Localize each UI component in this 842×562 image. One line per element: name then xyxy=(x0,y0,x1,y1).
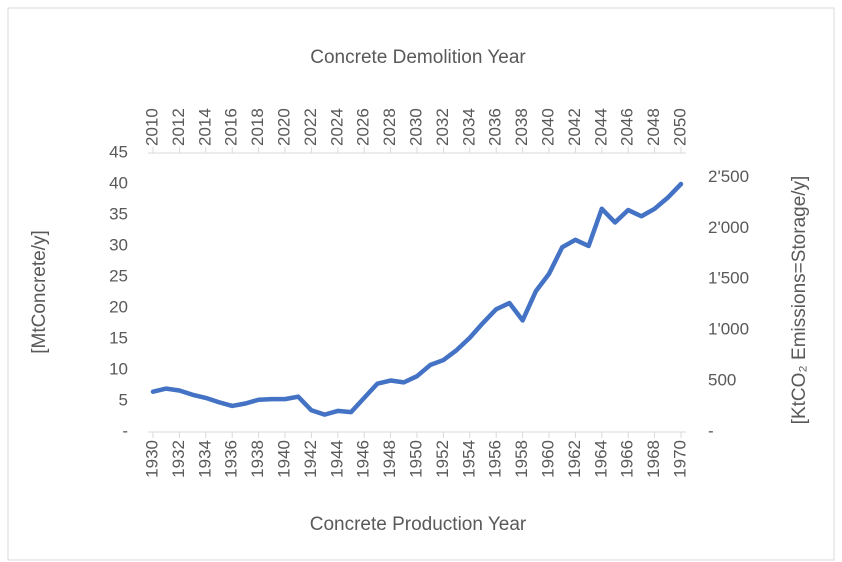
x-tick-label: 1936 xyxy=(222,440,241,478)
x2-tick-label: 2042 xyxy=(565,108,584,146)
x-tick-label: 1956 xyxy=(486,440,505,478)
x-tick-label: 1958 xyxy=(512,440,531,478)
x-tick-label: 1940 xyxy=(274,440,293,478)
y2-tick-label: - xyxy=(708,421,714,440)
x2-tick-label: 2040 xyxy=(538,108,557,146)
x-tick-label: 1944 xyxy=(327,440,346,478)
x-tick-label: 1964 xyxy=(591,440,610,478)
x-tick-label: 1966 xyxy=(618,440,637,478)
x2-tick-label: 2022 xyxy=(301,108,320,146)
x2-tick-label: 2044 xyxy=(591,108,610,146)
x2-tick-label: 2014 xyxy=(195,108,214,146)
x2-tick-label: 2024 xyxy=(327,108,346,146)
x-tick-label: 1946 xyxy=(354,440,373,478)
x2-tick-label: 2016 xyxy=(222,108,241,146)
chart-frame xyxy=(7,7,835,561)
y2-tick-label: 500 xyxy=(708,371,736,390)
x-tick-label: 1950 xyxy=(406,440,425,478)
x-tick-label: 1952 xyxy=(433,440,452,478)
x-tick-label: 1938 xyxy=(248,440,267,478)
y-tick-label: 5 xyxy=(119,390,128,409)
y-tick-label: 40 xyxy=(109,173,128,192)
x-tick-label: 1948 xyxy=(380,440,399,478)
x2-tick-label: 2020 xyxy=(274,108,293,146)
y-tick-label: 30 xyxy=(109,235,128,254)
x2-tick-label: 2018 xyxy=(248,108,267,146)
x-tick-label: 1932 xyxy=(169,440,188,478)
x2-tick-label: 2010 xyxy=(142,108,161,146)
x2-tick-label: 2036 xyxy=(486,108,505,146)
y-tick-label: 15 xyxy=(109,328,128,347)
y2-tick-label: 2'000 xyxy=(708,218,749,237)
x2-tick-label: 2050 xyxy=(670,108,689,146)
x2-tick-label: 2028 xyxy=(380,108,399,146)
y2-axis-title: [KtCO₂ Emissions=Storage/y] xyxy=(789,176,810,425)
x2-tick-label: 2026 xyxy=(354,108,373,146)
x-tick-label: 1962 xyxy=(565,440,584,478)
y-tick-label: 10 xyxy=(109,359,128,378)
x2-tick-label: 2032 xyxy=(433,108,452,146)
y-axis-title: [MtConcrete/y] xyxy=(29,230,50,354)
x-tick-label: 1960 xyxy=(538,440,557,478)
x2-tick-label: 2038 xyxy=(512,108,531,146)
x2-tick-label: 2012 xyxy=(169,108,188,146)
x-tick-label: 1942 xyxy=(301,440,320,478)
y-tick-label: 35 xyxy=(109,204,128,223)
data-line xyxy=(150,181,684,417)
x2-tick-label: 2034 xyxy=(459,108,478,146)
y-tick-label: 25 xyxy=(109,266,128,285)
x2-tick-label: 2048 xyxy=(644,108,663,146)
x-tick-label: 1930 xyxy=(142,440,161,478)
y-tick-label: - xyxy=(122,421,128,440)
y2-tick-label: 1'500 xyxy=(708,269,749,288)
y2-tick-label: 1'000 xyxy=(708,320,749,339)
x2-tick-label: 2030 xyxy=(406,108,425,146)
y-tick-label: 45 xyxy=(109,142,128,161)
y-tick-label: 20 xyxy=(109,297,128,316)
y2-tick-label: 2'500 xyxy=(708,167,749,186)
x-tick-label: 1934 xyxy=(195,440,214,478)
chart-title: Concrete Demolition Year xyxy=(310,47,526,68)
x-tick-label: 1954 xyxy=(459,440,478,478)
x-tick-label: 1968 xyxy=(644,440,663,478)
x-axis-title: Concrete Production Year xyxy=(310,514,527,535)
x2-tick-label: 2046 xyxy=(618,108,637,146)
x-tick-label: 1970 xyxy=(670,440,689,478)
